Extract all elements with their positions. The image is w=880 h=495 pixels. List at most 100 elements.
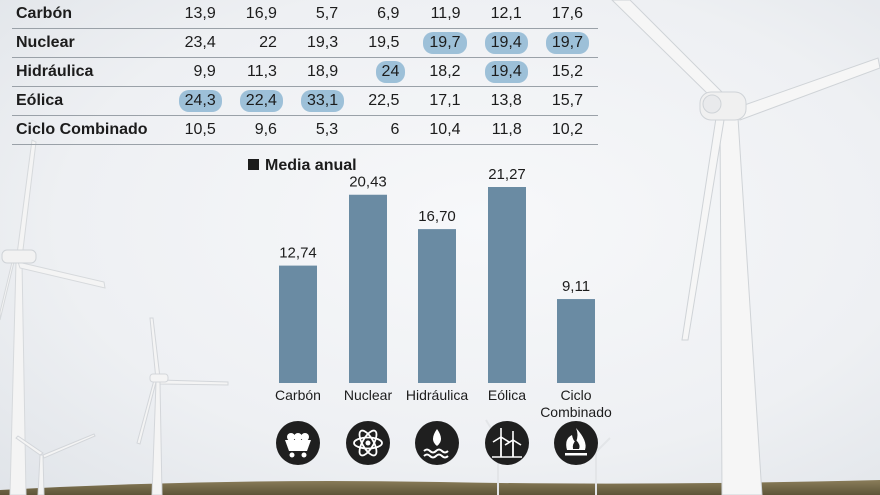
category-label: Carbón bbox=[275, 387, 321, 403]
table-cell: 19,5 bbox=[353, 28, 415, 58]
table-cell: 24 bbox=[353, 57, 415, 87]
cell-value: 10,4 bbox=[429, 121, 461, 138]
table-cell: 33,1 bbox=[291, 86, 354, 116]
category-label: Nuclear bbox=[344, 387, 393, 403]
cell-value: 11,3 bbox=[246, 63, 277, 80]
row-label: Eólica bbox=[12, 86, 170, 116]
cell-value: 5,3 bbox=[315, 121, 339, 138]
cell-value: 22,5 bbox=[368, 92, 400, 109]
cell-value: 9,6 bbox=[254, 121, 277, 138]
cell-value: 6 bbox=[390, 121, 400, 138]
legend: Media anual bbox=[248, 157, 357, 175]
cell-value: 16,9 bbox=[245, 5, 277, 22]
cell-value: 5,7 bbox=[315, 5, 339, 22]
table-cell: 9,9 bbox=[169, 57, 231, 87]
category-label: Ciclo bbox=[560, 387, 591, 403]
cell-value: 11,9 bbox=[430, 5, 461, 22]
table-cell: 12,1 bbox=[475, 0, 537, 29]
table-cell: 10,2 bbox=[536, 115, 598, 145]
table-cell: 6 bbox=[353, 115, 415, 145]
table-cell: 5,7 bbox=[291, 0, 354, 29]
cell-value: 12,1 bbox=[490, 5, 522, 22]
table-cell: 11,9 bbox=[414, 0, 476, 29]
cell-value: 13,9 bbox=[184, 5, 216, 22]
table-cell: 10,5 bbox=[169, 115, 231, 145]
wind-turbine-right bbox=[611, 0, 880, 495]
table-cell: 18,9 bbox=[291, 57, 354, 87]
atom-icon bbox=[346, 421, 390, 465]
bar-value-label: 21,27 bbox=[488, 166, 526, 183]
bar bbox=[557, 299, 595, 383]
category-label: Hidráulica bbox=[406, 387, 468, 403]
bar bbox=[349, 194, 387, 383]
cell-value: 10,5 bbox=[184, 121, 216, 138]
table-cell: 22,5 bbox=[353, 86, 415, 116]
table-cell: 15,2 bbox=[536, 57, 598, 87]
cell-value: 10,2 bbox=[551, 121, 583, 138]
highlighted-value: 19,4 bbox=[484, 61, 528, 83]
table-cell: 13,8 bbox=[475, 86, 537, 116]
legend-swatch bbox=[248, 159, 259, 170]
coal-cart-icon bbox=[276, 421, 320, 465]
highlighted-value: 33,1 bbox=[301, 90, 345, 112]
water-drop-icon bbox=[415, 421, 459, 465]
table-row: Ciclo Combinado 10,5 9,6 5,3 6 10,4 11,8 10,2 bbox=[12, 115, 598, 145]
table-cell: 15,7 bbox=[536, 86, 598, 116]
flame-icon bbox=[554, 421, 598, 465]
table-cell: 18,2 bbox=[414, 57, 476, 87]
table-cell: 19,7 bbox=[414, 28, 476, 58]
table-cell: 24,3 bbox=[169, 86, 231, 116]
bar-value-label: 12,74 bbox=[279, 245, 317, 262]
bar-value-label: 16,70 bbox=[418, 208, 456, 225]
legend-label: Media anual bbox=[265, 157, 357, 174]
table-cell: 9,6 bbox=[230, 115, 292, 145]
cell-value: 11,8 bbox=[491, 121, 522, 138]
bar bbox=[488, 187, 526, 383]
table-cell: 17,1 bbox=[414, 86, 476, 116]
table-cell: 22 bbox=[230, 28, 292, 58]
row-label: Ciclo Combinado bbox=[12, 115, 170, 145]
highlighted-value: 19,4 bbox=[484, 32, 528, 54]
category-label: Combinado bbox=[540, 404, 612, 420]
bar bbox=[279, 265, 317, 383]
table-cell: 19,7 bbox=[536, 28, 598, 58]
highlighted-value: 24 bbox=[375, 61, 406, 83]
table-cell: 11,8 bbox=[475, 115, 537, 145]
table-cell: 17,6 bbox=[536, 0, 598, 29]
bar-value-label: 9,11 bbox=[562, 278, 590, 295]
table-cell: 19,4 bbox=[475, 57, 537, 87]
table-cell: 22,4 bbox=[230, 86, 292, 116]
highlighted-value: 19,7 bbox=[545, 32, 589, 54]
table-cell: 16,9 bbox=[230, 0, 292, 29]
generation-table: Carbón 13,9 16,9 5,7 6,9 11,9 12,1 17,6 Nuclear 2… bbox=[12, 0, 598, 145]
table-cell: 5,3 bbox=[291, 115, 354, 145]
wind-turbine-small bbox=[136, 317, 229, 495]
table-row: Hidráulica 9,9 11,3 18,9 24 18,2 19,4 15,2 bbox=[12, 57, 598, 87]
table-cell: 19,4 bbox=[475, 28, 537, 58]
table-cell: 6,9 bbox=[353, 0, 415, 29]
table-cell: 13,9 bbox=[169, 0, 231, 29]
cell-value: 13,8 bbox=[490, 92, 522, 109]
table-cell: 11,3 bbox=[230, 57, 292, 87]
row-label: Carbón bbox=[12, 0, 170, 29]
table-row: Nuclear 23,4 22 19,3 19,5 19,7 19,4 19,7 bbox=[12, 28, 598, 58]
cell-value: 19,5 bbox=[368, 34, 400, 51]
cell-value: 17,1 bbox=[429, 92, 461, 109]
row-label: Nuclear bbox=[12, 28, 170, 58]
cell-value: 22 bbox=[259, 34, 277, 51]
table-row: Eólica 24,3 22,4 33,1 22,5 17,1 13,8 15,7 bbox=[12, 86, 598, 116]
highlighted-value: 22,4 bbox=[239, 90, 283, 112]
cell-value: 6,9 bbox=[377, 5, 400, 22]
cell-value: 23,4 bbox=[184, 34, 216, 51]
cell-value: 19,3 bbox=[307, 34, 339, 51]
wind-turbine-icon bbox=[485, 421, 529, 465]
cell-value: 9,9 bbox=[193, 63, 216, 80]
table-cell: 19,3 bbox=[291, 28, 354, 58]
cell-value: 15,2 bbox=[551, 63, 583, 80]
category-label: Eólica bbox=[488, 387, 526, 403]
table-row: Carbón 13,9 16,9 5,7 6,9 11,9 12,1 17,6 bbox=[12, 0, 598, 29]
cell-value: 18,2 bbox=[429, 63, 461, 80]
wind-turbine-far bbox=[15, 433, 96, 495]
